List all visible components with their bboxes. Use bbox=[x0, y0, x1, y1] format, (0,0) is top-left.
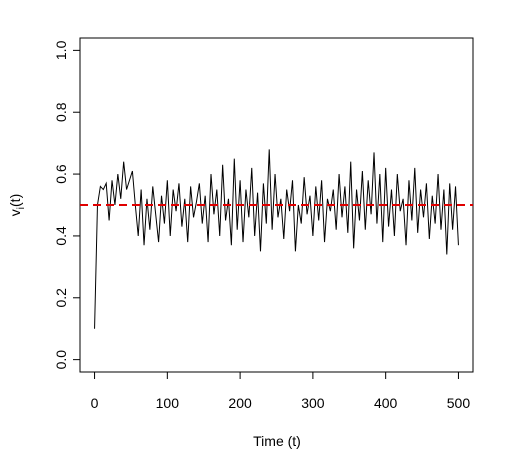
x-tick-label: 300 bbox=[301, 395, 325, 411]
y-label-suffix: (t) bbox=[7, 194, 23, 207]
y-tick-label: 0.6 bbox=[53, 164, 69, 184]
x-tick-label: 400 bbox=[374, 395, 398, 411]
y-tick-label: 0.2 bbox=[53, 288, 69, 308]
y-tick-label: 0.0 bbox=[53, 350, 69, 370]
x-tick-label: 100 bbox=[156, 395, 180, 411]
x-tick-label: 500 bbox=[447, 395, 471, 411]
y-tick-label: 0.4 bbox=[53, 226, 69, 246]
data-line bbox=[94, 149, 459, 329]
x-tick-label: 200 bbox=[228, 395, 252, 411]
y-axis-label: vi(t) bbox=[7, 194, 27, 216]
x-axis-label: Time (t) bbox=[253, 433, 301, 449]
y-tick-label: 0.8 bbox=[53, 102, 69, 122]
x-tick-label: 0 bbox=[91, 395, 99, 411]
y-label-sub: i bbox=[16, 207, 27, 209]
y-label-base: v bbox=[7, 209, 23, 216]
y-tick-label: 1.0 bbox=[53, 40, 69, 60]
